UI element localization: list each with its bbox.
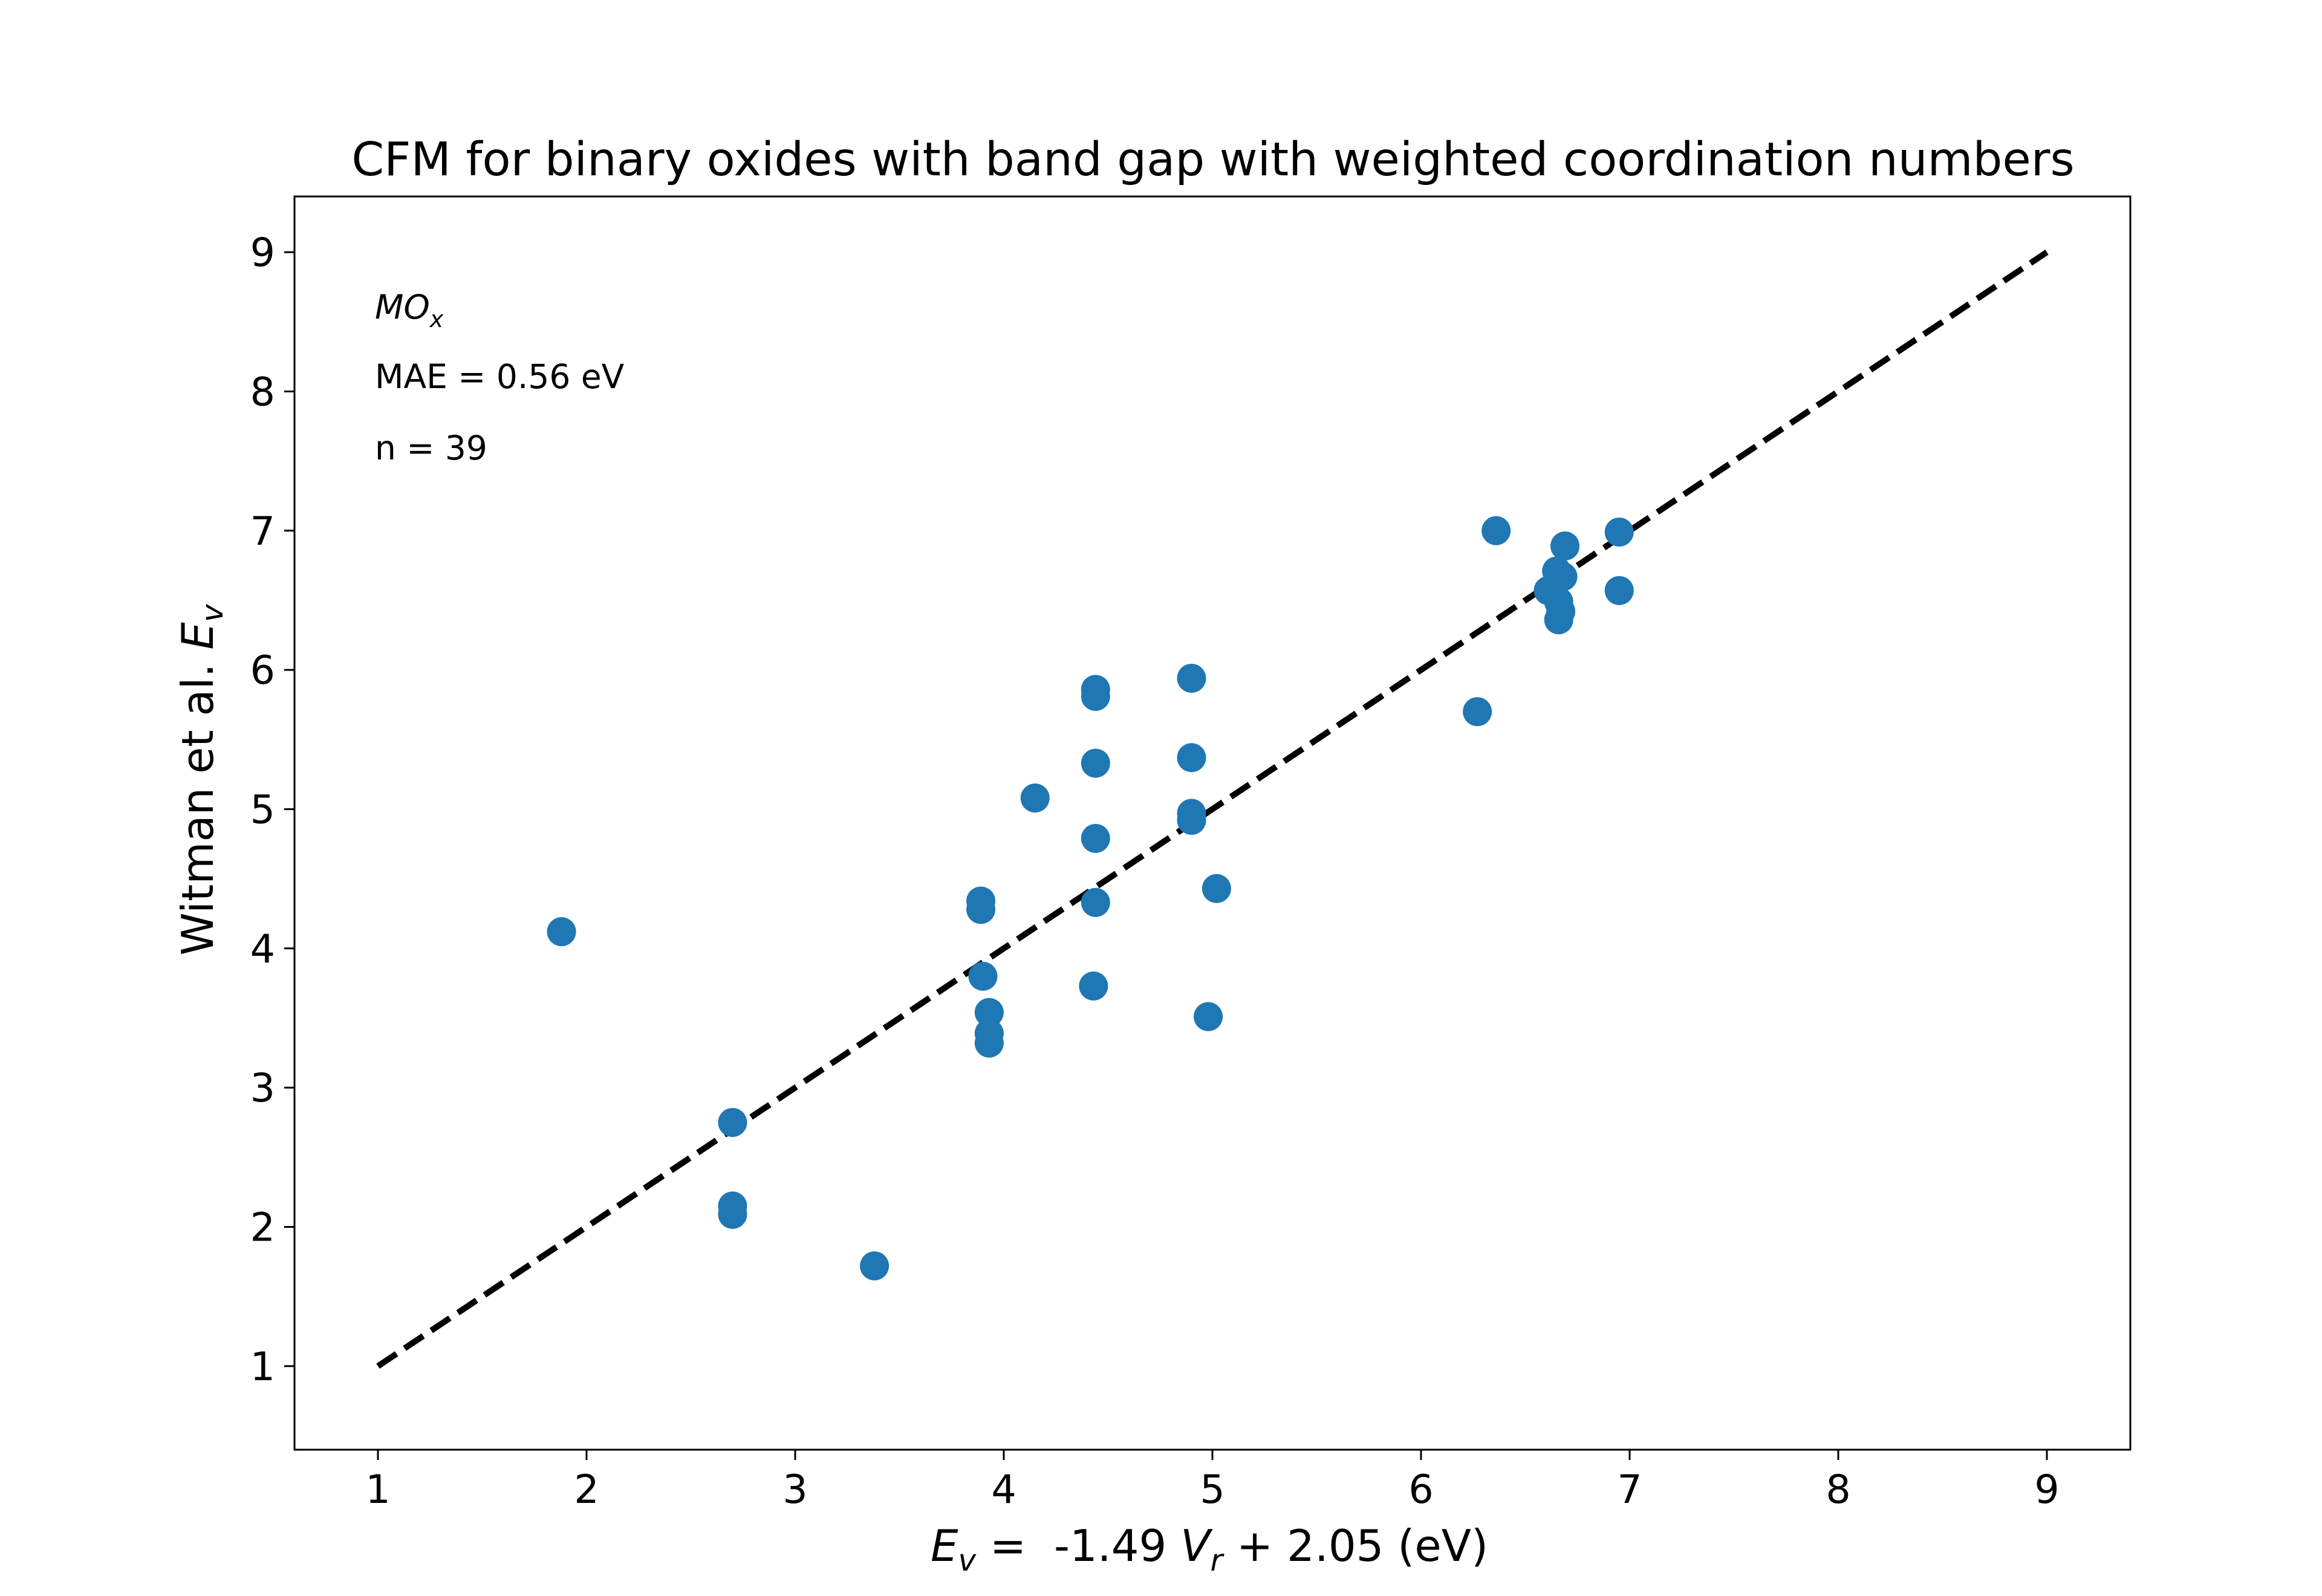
y-tick-label: 4	[250, 927, 275, 972]
x-tick-label: 1	[365, 1467, 390, 1513]
x-tick-label: 5	[1200, 1467, 1224, 1513]
data-point	[1548, 562, 1578, 591]
x-tick-label: 3	[782, 1467, 807, 1513]
data-point	[1020, 783, 1050, 813]
data-point	[968, 961, 998, 991]
data-point	[1079, 971, 1108, 1001]
x-axis-ticks: 1 2 3 4 5 6 7 8 9	[365, 1450, 2060, 1513]
y-tick-label: 1	[250, 1345, 275, 1390]
data-point	[1604, 576, 1634, 605]
data-point	[1177, 805, 1206, 835]
reference-line-layer	[376, 249, 2049, 1369]
x-tick-label: 9	[2034, 1467, 2059, 1513]
data-point	[1177, 743, 1206, 773]
chart-title: CFM for binary oxides with band gap with…	[351, 133, 2074, 187]
data-points-layer	[547, 516, 1634, 1280]
x-tick-label: 6	[1408, 1467, 1433, 1513]
data-point	[718, 1199, 747, 1229]
data-point	[966, 895, 996, 924]
data-point	[547, 917, 576, 947]
y-axis-label: Witman et al. Ev	[172, 603, 230, 955]
y-tick-label: 3	[250, 1066, 275, 1111]
annotation-count: n = 39	[375, 429, 487, 467]
y-tick-label: 8	[250, 369, 275, 415]
data-point	[1550, 531, 1580, 561]
reference-line	[376, 249, 2049, 1369]
data-point	[718, 1108, 747, 1137]
x-tick-label: 4	[991, 1467, 1016, 1513]
data-point	[1202, 874, 1231, 903]
y-axis-ticks: 1 2 3 4 5 6 7 8 9	[250, 230, 294, 1390]
data-point	[1194, 1002, 1223, 1031]
y-tick-label: 5	[250, 787, 275, 832]
data-point	[860, 1251, 889, 1280]
annotation-mae: MAE = 0.56 eV	[375, 357, 625, 396]
annotation-formula: MOx	[375, 288, 444, 332]
data-point	[1081, 887, 1110, 917]
x-tick-label: 2	[574, 1467, 599, 1513]
data-point	[1546, 597, 1576, 626]
data-point	[1481, 516, 1511, 545]
data-point	[974, 997, 1004, 1027]
x-tick-label: 7	[1617, 1467, 1642, 1513]
x-tick-label: 8	[1826, 1467, 1850, 1513]
x-axis-label: Ev = -1.49 Vr + 2.05 (eV)	[931, 1520, 1488, 1578]
data-point	[1463, 697, 1492, 727]
data-point	[974, 1028, 1004, 1058]
y-tick-label: 7	[250, 509, 275, 554]
data-point	[1604, 517, 1634, 547]
data-point	[1081, 681, 1110, 711]
y-tick-label: 6	[250, 648, 275, 693]
y-tick-label: 9	[250, 230, 275, 276]
data-point	[1177, 663, 1206, 693]
data-point	[1081, 748, 1110, 778]
y-tick-label: 2	[250, 1205, 275, 1250]
data-point	[1081, 823, 1110, 853]
